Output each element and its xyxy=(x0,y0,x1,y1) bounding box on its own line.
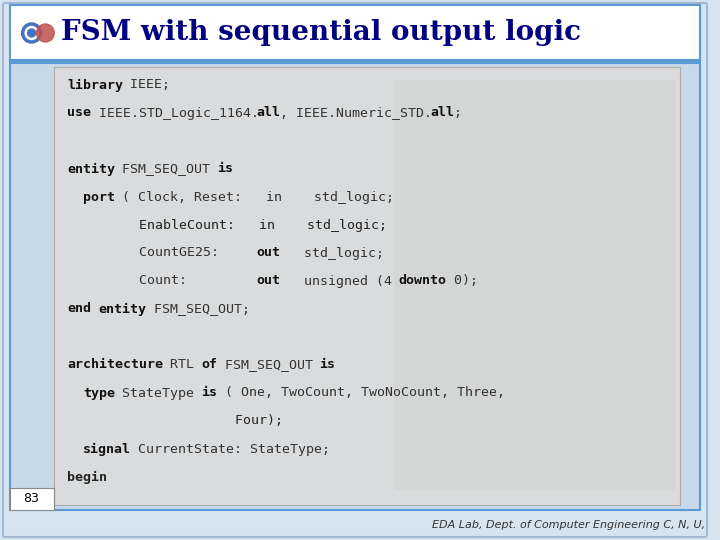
Text: unsigned (4: unsigned (4 xyxy=(280,274,400,287)
Circle shape xyxy=(37,24,54,42)
Text: EnableCount:   in    std_logic;: EnableCount: in std_logic; xyxy=(67,219,387,232)
Text: is: is xyxy=(320,359,336,372)
FancyBboxPatch shape xyxy=(395,80,675,490)
Text: CurrentState: StateType;: CurrentState: StateType; xyxy=(130,442,330,456)
Text: end: end xyxy=(67,302,91,315)
Text: FSM_SEQ_OUT: FSM_SEQ_OUT xyxy=(217,359,321,372)
Text: CountGE25:: CountGE25: xyxy=(67,246,259,260)
Text: out: out xyxy=(256,246,280,260)
Text: downto: downto xyxy=(398,274,446,287)
Text: architecture: architecture xyxy=(67,359,163,372)
Text: std_logic;: std_logic; xyxy=(280,246,384,260)
Text: port: port xyxy=(83,191,114,204)
Text: Count:: Count: xyxy=(67,274,259,287)
Text: all: all xyxy=(430,106,454,119)
Text: of: of xyxy=(201,359,217,372)
Text: FSM_SEQ_OUT;: FSM_SEQ_OUT; xyxy=(146,302,250,315)
Text: is: is xyxy=(217,163,233,176)
Text: 83: 83 xyxy=(24,492,40,505)
Text: ( One, TwoCount, TwoNoCount, Three,: ( One, TwoCount, TwoNoCount, Three, xyxy=(217,387,505,400)
Text: , IEEE.Numeric_STD.: , IEEE.Numeric_STD. xyxy=(280,106,432,119)
Text: entity: entity xyxy=(67,163,115,176)
Text: Four);: Four); xyxy=(67,415,283,428)
Text: signal: signal xyxy=(83,442,131,456)
Text: 0);: 0); xyxy=(446,274,477,287)
FancyBboxPatch shape xyxy=(54,67,680,505)
Text: all: all xyxy=(256,106,280,119)
Text: IEEE.STD_Logic_1164.: IEEE.STD_Logic_1164. xyxy=(91,106,258,119)
Text: EDA Lab, Dept. of Computer Engineering C, N, U,: EDA Lab, Dept. of Computer Engineering C… xyxy=(432,520,705,530)
Text: entity: entity xyxy=(99,302,147,315)
Circle shape xyxy=(27,29,35,37)
Text: use: use xyxy=(67,106,91,119)
Text: ( Clock, Reset:   in    std_logic;: ( Clock, Reset: in std_logic; xyxy=(114,191,395,204)
Text: out: out xyxy=(256,274,280,287)
FancyBboxPatch shape xyxy=(10,488,54,510)
Text: RTL: RTL xyxy=(162,359,202,372)
FancyBboxPatch shape xyxy=(3,3,707,537)
FancyBboxPatch shape xyxy=(10,63,700,510)
FancyBboxPatch shape xyxy=(10,5,700,60)
Text: library: library xyxy=(67,78,123,92)
Text: FSM with sequential output logic: FSM with sequential output logic xyxy=(61,19,581,46)
Text: type: type xyxy=(83,387,114,400)
Text: ;: ; xyxy=(454,106,462,119)
Text: FSM_SEQ_OUT: FSM_SEQ_OUT xyxy=(114,163,218,176)
Text: StateType: StateType xyxy=(114,387,202,400)
Text: is: is xyxy=(201,387,217,400)
Text: begin: begin xyxy=(67,470,107,483)
Text: IEEE;: IEEE; xyxy=(122,78,170,91)
